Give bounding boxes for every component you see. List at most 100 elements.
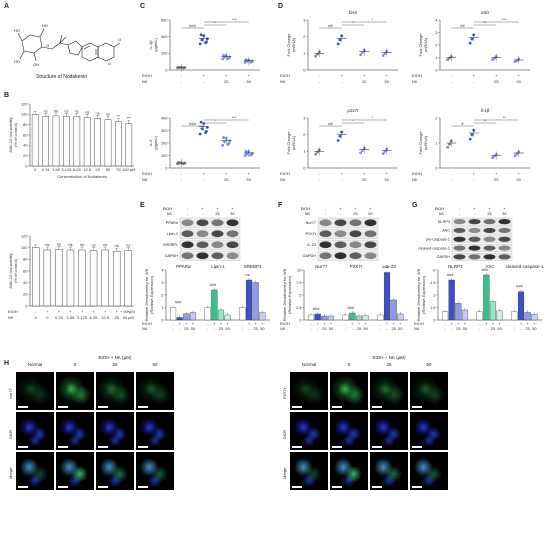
wb-band-label: SREBP1	[163, 243, 178, 247]
data-point	[381, 54, 385, 57]
wb-strip	[451, 226, 513, 235]
panel-letter-f: F	[278, 202, 283, 209]
nk-dose: 50	[247, 79, 252, 84]
etoh-sign: -	[451, 73, 453, 78]
wb-nk-dose: -	[187, 212, 189, 216]
category-label: Nur77	[315, 264, 328, 269]
y-tick-label: 0	[303, 165, 306, 170]
x-tick-label: 100 μM	[122, 167, 135, 172]
nk-dose: 25	[114, 315, 119, 320]
wb-strip	[451, 217, 513, 226]
y-tick-label: 200	[161, 140, 168, 145]
row-label-etoh: EtOH	[8, 309, 18, 314]
scale-bar	[332, 446, 342, 448]
x-tick-label: 0	[34, 167, 37, 172]
y-axis-label: Relative Densitometry for WB	[416, 268, 421, 321]
significance-label: ##	[328, 121, 333, 126]
significance-label: ns	[91, 243, 95, 248]
wb-etoh-sign: -	[459, 207, 461, 211]
data-point	[200, 127, 204, 131]
wb-band	[498, 245, 511, 251]
data-point	[470, 133, 474, 137]
etoh-sign: -	[514, 321, 516, 326]
wb-band	[364, 219, 377, 227]
nk-dose: -	[473, 79, 475, 84]
etoh-sign: +	[363, 171, 366, 176]
wb-band	[226, 230, 239, 238]
significance-label: ns	[95, 110, 99, 115]
if-row-label: Merge	[282, 467, 287, 479]
data-point	[468, 41, 472, 45]
row-label-etoh: EtOH	[142, 321, 152, 326]
etoh-sign: +	[225, 171, 228, 176]
etoh-sign: +	[473, 73, 476, 78]
etoh-sign: +	[69, 309, 72, 314]
y-tick-label: 3	[303, 17, 306, 22]
wb-band	[319, 241, 332, 249]
etoh-sign: -	[310, 321, 312, 326]
etoh-sign: +	[492, 321, 495, 326]
wb-strip	[179, 217, 241, 228]
chart-title: fasn	[349, 10, 358, 15]
data-point	[244, 149, 248, 153]
row-label-etoh: EtOH	[412, 73, 422, 78]
wb-band	[196, 252, 209, 260]
etoh-sign: +	[464, 321, 467, 326]
etoh-sign: +	[317, 321, 320, 326]
y-tick-label: 4	[435, 17, 438, 22]
significance-label: **	[483, 118, 487, 123]
etoh-sign: +	[115, 309, 118, 314]
row-label-etoh: EtOH	[280, 171, 290, 176]
wb-header-nk: NK	[439, 212, 445, 216]
nk-dose: 25	[219, 326, 224, 331]
y-tick-label: 0	[25, 303, 28, 308]
etoh-sign: +	[386, 171, 389, 176]
nk-dose: 25	[362, 79, 367, 84]
y-tick-label: 100	[21, 112, 28, 117]
y-tick-label: 2	[303, 132, 306, 137]
densitometry-f: 0 2.5 5 7.5 10 Relative Densitometry for WB (R…	[280, 264, 408, 331]
data-point	[468, 137, 472, 141]
nk-dose: 50	[385, 177, 390, 182]
wb-band	[364, 241, 377, 249]
data-point	[243, 154, 247, 158]
significance-label: **	[213, 20, 217, 25]
data-point	[448, 142, 451, 146]
if-column-label: Normal	[27, 362, 43, 367]
y-tick-label: 1	[303, 51, 306, 56]
etoh-sign: -	[319, 73, 321, 78]
etoh-sign: +	[526, 321, 529, 326]
wb-nk-dose: -	[340, 212, 342, 216]
nk-dose: 25	[253, 326, 258, 331]
wb-strip	[179, 250, 241, 261]
etoh-sign: -	[451, 171, 453, 176]
wb-band	[498, 219, 511, 225]
significance-label: ###	[382, 265, 389, 270]
y-tick-label: 600	[161, 17, 168, 22]
nk-dose: -	[181, 177, 183, 182]
micrograph-p2x7r-0-1	[330, 372, 368, 410]
significance-label: ns	[85, 109, 89, 114]
significance-label: ###	[175, 300, 182, 305]
wb-band	[364, 230, 377, 238]
etoh-sign: +	[254, 321, 257, 326]
etoh-sign: +	[495, 171, 498, 176]
wb-etoh-sign: +	[339, 207, 342, 211]
nk-dose: -	[248, 326, 250, 331]
nk-dose: 50	[517, 79, 522, 84]
category-label: ASC	[485, 264, 495, 269]
wb-nk-dose: 50	[230, 212, 234, 216]
wb-band	[196, 219, 209, 227]
micrograph-nur77-1-1	[56, 412, 94, 450]
x-tick-label: 75	[116, 167, 121, 172]
significance-label: ###	[481, 267, 488, 272]
micrograph-p2x7r-1-3	[410, 412, 448, 450]
significance-label: ***	[502, 17, 507, 22]
etoh-sign: +	[358, 321, 361, 326]
y-axis-label: Relative Densitometry for WB	[282, 268, 287, 321]
data-point	[199, 120, 203, 124]
micrograph-p2x7r-1-0	[290, 412, 328, 450]
etoh-sign: +	[363, 73, 366, 78]
